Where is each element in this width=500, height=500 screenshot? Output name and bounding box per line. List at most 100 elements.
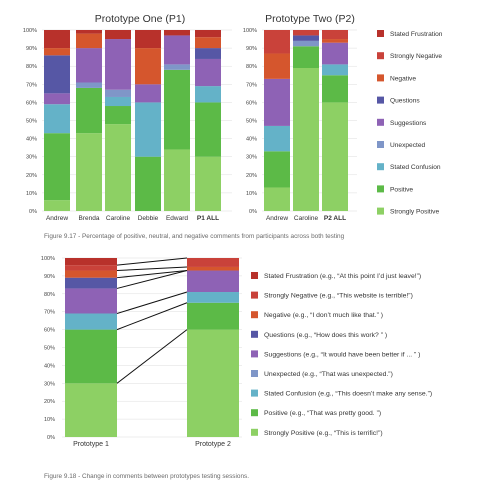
chart0-ytick-label: 60%	[26, 100, 37, 106]
chart1-legend-swatch-positive	[377, 185, 384, 193]
chart2-category-label: Prototype 1	[73, 441, 109, 448]
chart2-legend-label: Negative (e.g., “I don’t much like that.…	[264, 312, 383, 319]
chart2-connector-line	[116, 266, 188, 272]
chart0-bar-segment-suggestions	[164, 35, 190, 65]
chart1-ytick-label: 50%	[246, 119, 257, 125]
chart2-ytick-label: 40%	[44, 363, 55, 369]
chart1-bar-segment-suggestions	[322, 42, 348, 65]
chart0-bar-segment-stated-frustration	[135, 30, 161, 49]
chart1-bar-segment-strongly-negative	[293, 30, 319, 36]
chart2-bar-segment-stated-frustration	[65, 258, 117, 266]
figure-9-18-caption: Figure 9.18 - Change in comments between…	[44, 473, 249, 480]
chart2-bar-segment-suggestions	[65, 288, 117, 314]
chart0-bar-segment-unexpected	[105, 89, 131, 97]
chart0-ytick-label: 80%	[26, 64, 37, 70]
chart2-bar-segment-strongly-positive	[187, 329, 239, 437]
chart0-bar-segment-unexpected	[164, 64, 190, 70]
chart0-bar-segment-questions	[195, 48, 221, 59]
chart1-legend-swatch-strongly-positive	[377, 207, 384, 215]
chart0-category-label: Debbie	[138, 215, 159, 222]
chart1-ytick-label: 90%	[246, 46, 257, 52]
chart2-ytick-label: 90%	[44, 274, 55, 280]
chart0-bar-segment-negative	[135, 48, 161, 85]
chart0-bar-segment-questions	[44, 55, 70, 94]
chart0-title: Prototype One (P1)	[95, 13, 185, 25]
chart2-legend-swatch-unexpected	[251, 370, 258, 377]
chart0-bar-segment-negative	[195, 37, 221, 49]
chart0-bar-segment-stated-frustration	[44, 30, 70, 49]
chart1-title: Prototype Two (P2)	[265, 13, 355, 25]
chart0-bar-segment-unexpected	[76, 82, 102, 88]
chart1-ytick-label: 20%	[246, 173, 257, 179]
chart0-bar-segment-strongly-positive	[44, 200, 70, 211]
chart1-ytick-label: 70%	[246, 82, 257, 88]
chart2-bar-segment-stated-confusion	[187, 292, 239, 303]
chart0-bar-segment-strongly-positive	[164, 149, 190, 211]
chart2-ytick-label: 20%	[44, 399, 55, 405]
chart0-ytick-label: 90%	[26, 46, 37, 52]
chart2-bar-segment-stated-confusion	[65, 313, 117, 330]
chart2-connector-line	[116, 329, 188, 384]
chart0-bar-segment-positive	[76, 87, 102, 134]
chart1-bar-segment-stated-confusion	[264, 125, 290, 152]
chart2-bar-segment-positive	[187, 302, 239, 330]
chart0-ytick-label: 50%	[26, 119, 37, 125]
chart1-ytick-label: 30%	[246, 155, 257, 161]
chart2-legend-label: Strongly Positive (e.g., “This is terrif…	[264, 430, 383, 437]
chart0-bar-segment-suggestions	[105, 39, 131, 90]
chart1-bar-segment-unexpected	[293, 40, 319, 47]
chart1-bar-segment-questions	[293, 35, 319, 41]
chart1-legend-label: Negative	[390, 75, 416, 82]
chart1-bar-segment-strongly-negative	[264, 30, 290, 54]
chart0-bar-segment-stated-confusion	[44, 104, 70, 134]
chart2-bar-segment-positive	[65, 329, 117, 384]
chart1-legend-label: Suggestions	[390, 120, 427, 127]
chart2-legend-label: Stated Frustration (e.g., “At this point…	[264, 273, 421, 280]
chart1-bar-segment-negative	[264, 53, 290, 79]
chart0-bar-segment-positive	[44, 133, 70, 201]
chart2-ytick-label: 0%	[47, 435, 55, 441]
chart2-ytick-label: 30%	[44, 381, 55, 387]
chart2-connector-line	[116, 270, 188, 289]
chart2-ytick-label: 10%	[44, 417, 55, 423]
chart2-bar-segment-strongly-negative	[187, 258, 239, 267]
chart0-category-label: Edward	[166, 215, 188, 222]
chart1-legend-swatch-strongly-negative	[377, 52, 384, 60]
chart0-category-label: Andrew	[46, 215, 68, 222]
chart0-bar-segment-negative	[76, 33, 102, 49]
chart1-bar-segment-positive	[322, 75, 348, 103]
chart2-ytick-label: 100%	[41, 256, 55, 262]
chart1-ytick-label: 0%	[249, 209, 257, 215]
chart0-ytick-label: 0%	[29, 209, 37, 215]
chart0-bar-segment-stated-frustration	[105, 30, 131, 40]
chart2-legend-swatch-negative	[251, 311, 258, 319]
chart2-legend-label: Positive (e.g., “That was pretty good. ”…	[264, 410, 381, 417]
chart1-legend-swatch-negative	[377, 74, 384, 82]
chart1-bar-segment-positive	[264, 151, 290, 188]
chart0-category-label: Brenda	[79, 215, 100, 222]
chart0-ytick-label: 40%	[26, 137, 37, 143]
chart0-bar-segment-positive	[105, 106, 131, 125]
chart2-bar-segment-negative	[187, 266, 239, 271]
chart2-legend-label: Suggestions (e.g., “It would have been b…	[264, 351, 420, 358]
chart1-legend-swatch-stated-confusion	[377, 163, 384, 171]
chart0-bar-segment-stated-confusion	[135, 102, 161, 157]
chart2-legend-swatch-strongly-positive	[251, 428, 258, 436]
chart0-bar-segment-stated-frustration	[76, 30, 102, 34]
chart1-legend-label: Strongly Positive	[390, 209, 439, 216]
chart0-category-label: Caroline	[106, 215, 131, 222]
chart0-bar-segment-positive	[135, 156, 161, 211]
chart2-bar-segment-questions	[65, 277, 117, 289]
chart1-legend-label: Unexpected	[390, 142, 426, 149]
chart0-category-label: P1 ALL	[197, 215, 219, 222]
chart0-ytick-label: 100%	[23, 28, 37, 34]
chart0-bar-segment-stated-confusion	[105, 96, 131, 107]
chart0-bar-segment-stated-frustration	[195, 30, 221, 38]
chart0-bar-segment-suggestions	[44, 93, 70, 105]
chart2-connector-line	[116, 270, 188, 279]
chart1-ytick-label: 60%	[246, 100, 257, 106]
chart0-bar-segment-strongly-positive	[195, 156, 221, 211]
chart1-bar-segment-suggestions	[264, 78, 290, 126]
chart2-bar-segment-suggestions	[187, 270, 239, 293]
chart2-legend-swatch-positive	[251, 409, 258, 417]
